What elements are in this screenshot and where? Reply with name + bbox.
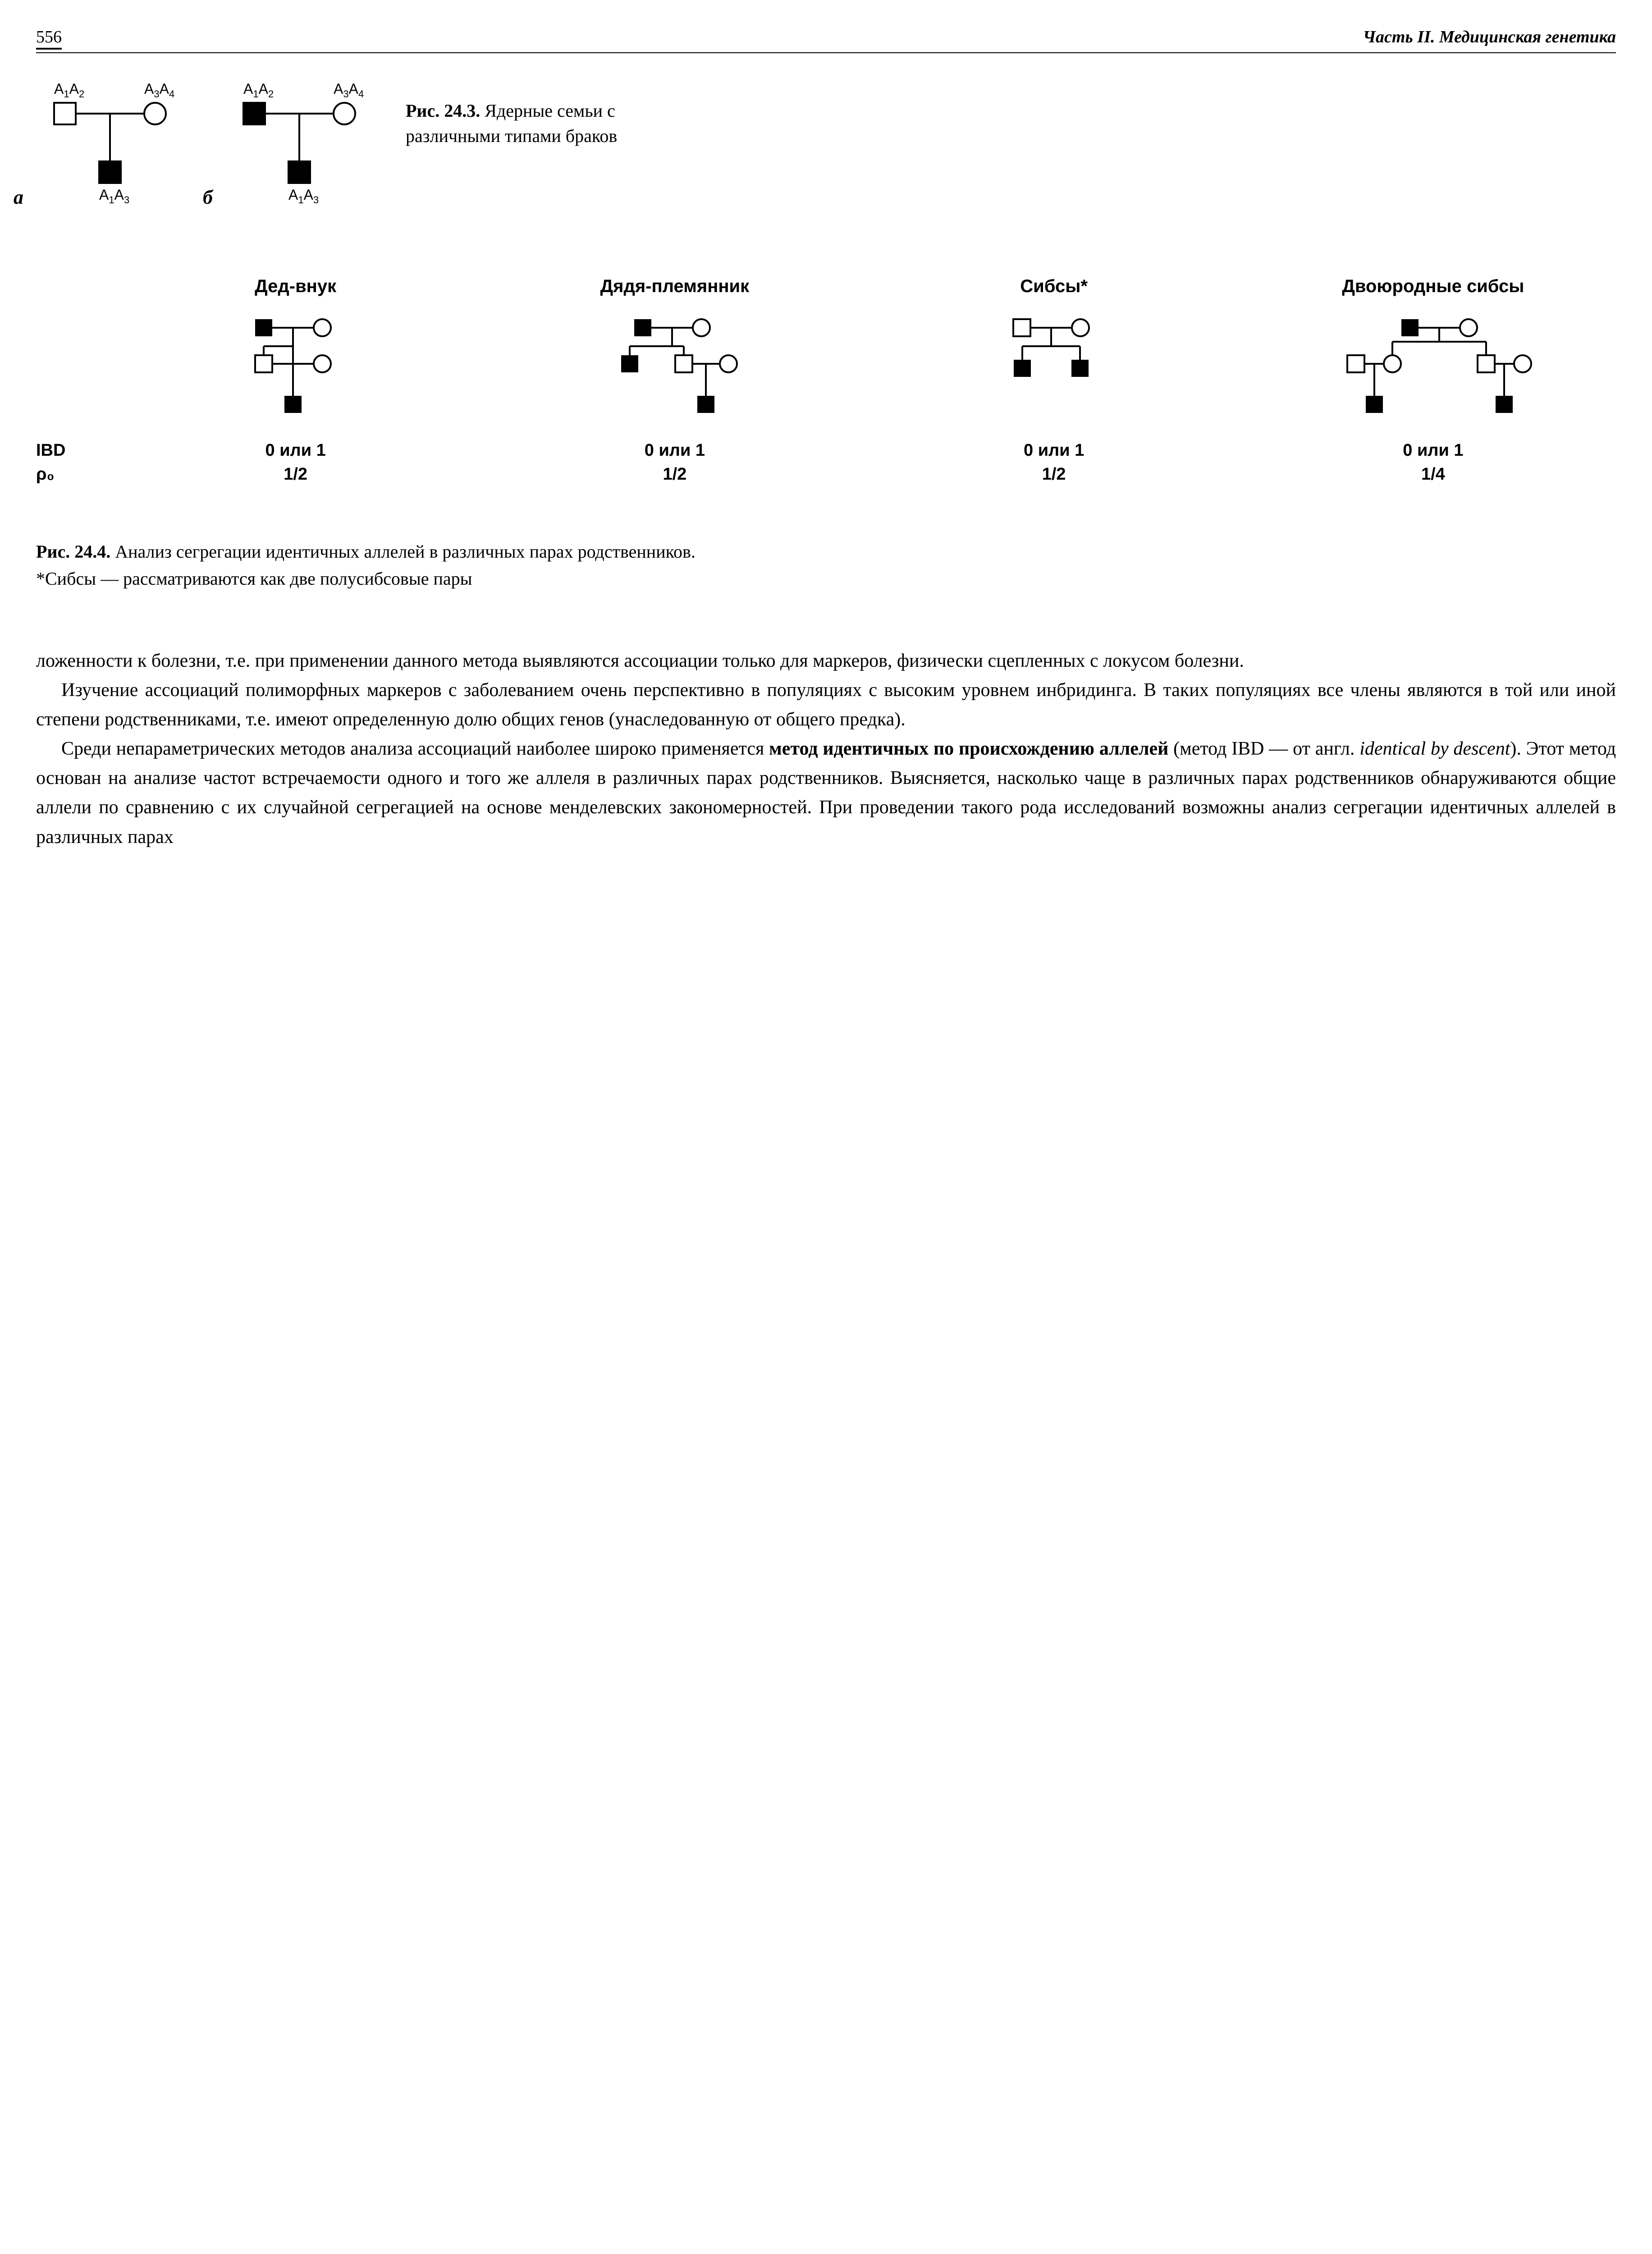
pedigree-cousins — [1250, 310, 1616, 436]
col-title-4: Двоюродные сибсы — [1250, 276, 1616, 297]
chapter-title: Часть II. Медицинская генетика — [1363, 27, 1616, 47]
rho-val-2: 1/2 — [492, 465, 857, 484]
col-title-3: Сибсы* — [871, 276, 1237, 297]
pedigree-ded-vnuk — [113, 310, 478, 436]
rho-val-1: 1/2 — [113, 465, 478, 484]
col-title-2: Дядя-племянник — [492, 276, 857, 297]
figure-24-3: а A1A2 A3A4 A1A3 б — [36, 76, 1616, 213]
ibd-val-4: 0 или 1 — [1250, 441, 1616, 460]
pedigree-b: б A1A2 A3A4 A1A3 — [225, 76, 379, 213]
svg-text:A1A3: A1A3 — [99, 187, 129, 206]
rho-val-3: 1/2 — [871, 465, 1237, 484]
svg-text:A3A4: A3A4 — [144, 81, 174, 100]
svg-text:A1A2: A1A2 — [243, 81, 274, 100]
page-header: 556 Часть II. Медицинская генетика — [36, 27, 1616, 53]
body-text: ложенности к болезни, т.е. при применени… — [36, 646, 1616, 852]
figure-24-4-caption-line1: Анализ сегрегации идентичных аллелей в р… — [110, 541, 696, 562]
ibd-val-3: 0 или 1 — [871, 441, 1237, 460]
pedigree-dyadya-plemyannik — [492, 310, 857, 436]
paragraph-2: Изучение ассоциаций полиморфных маркеров… — [36, 676, 1616, 734]
pedigree-sibsy — [871, 310, 1237, 436]
pedigree-b-svg: A1A2 A3A4 A1A3 — [225, 76, 379, 211]
svg-text:A1A2: A1A2 — [54, 81, 84, 100]
p3-part-a: Среди непараметрических методов анализа … — [61, 738, 769, 759]
figure-24-4-caption: Рис. 24.4. Анализ сегрегации идентичных … — [36, 538, 1616, 592]
svg-text:A3A4: A3A4 — [334, 81, 364, 100]
ibd-val-2: 0 или 1 — [492, 441, 857, 460]
paragraph-3: Среди непараметрических методов анализа … — [36, 734, 1616, 852]
figure-24-4-grid: Дед-внук Дядя-племянник Сибсы* Двоюродны… — [36, 276, 1616, 484]
col-title-1: Дед-внук — [113, 276, 478, 297]
rho-val-4: 1/4 — [1250, 465, 1616, 484]
row-label-ibd: IBD — [36, 441, 99, 460]
figure-24-4-caption-bold: Рис. 24.4. — [36, 541, 110, 562]
pedigree-b-label: б — [203, 186, 213, 209]
pedigree-a-svg: A1A2 A3A4 A1A3 — [36, 76, 189, 211]
page-number: 556 — [36, 27, 62, 50]
figure-24-4-caption-line2: *Сибсы — рассматриваются как две полусиб… — [36, 568, 472, 589]
p3-bold: метод идентичных по происхождению аллеле… — [769, 738, 1168, 759]
paragraph-1: ложенности к болезни, т.е. при применени… — [36, 646, 1616, 676]
figure-24-3-caption-bold: Рис. 24.3. — [406, 101, 480, 121]
figure-24-4: Дед-внук Дядя-племянник Сибсы* Двоюродны… — [36, 276, 1616, 592]
figure-24-3-pedigrees: а A1A2 A3A4 A1A3 б — [36, 76, 379, 213]
pedigree-a-label: а — [14, 186, 23, 209]
row-label-rho: ρ₀ — [36, 465, 99, 484]
p3-part-b: (метод IBD — от англ. — [1168, 738, 1359, 759]
svg-text:A1A3: A1A3 — [288, 187, 319, 206]
pedigree-a: а A1A2 A3A4 A1A3 — [36, 76, 189, 213]
ibd-val-1: 0 или 1 — [113, 441, 478, 460]
figure-24-3-caption: Рис. 24.3. Ядерные семьи с различными ти… — [406, 98, 712, 149]
p3-italic: identical by descent — [1359, 738, 1510, 759]
